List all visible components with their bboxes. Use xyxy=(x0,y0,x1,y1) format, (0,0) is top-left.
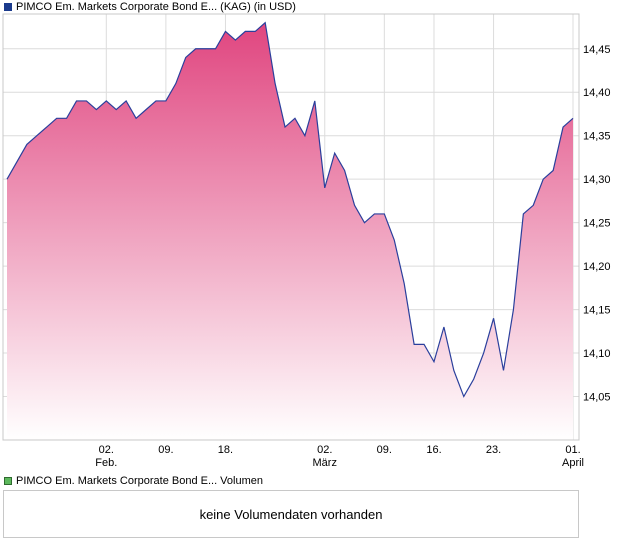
y-tick-label: 14,05 xyxy=(583,392,611,404)
x-tick-label: 16. xyxy=(426,444,441,456)
volume-legend: PIMCO Em. Markets Corporate Bond E... Vo… xyxy=(4,475,263,487)
volume-legend-swatch xyxy=(4,477,12,485)
price-area-fill xyxy=(7,22,573,440)
y-tick-label: 14,40 xyxy=(583,87,611,99)
price-legend: PIMCO Em. Markets Corporate Bond E... (K… xyxy=(4,1,296,13)
plot-frame xyxy=(2,13,580,441)
x-tick-label: 01. xyxy=(565,444,580,456)
y-axis-ticks: 14,05 14,10 14,15 14,20 14,25 14,30 14,35 14,40… xyxy=(583,44,611,404)
price-chart: 14,05 14,10 14,15 14,20 14,25 14,30 14,35 14,40… xyxy=(2,13,611,469)
price-line xyxy=(6,21,574,398)
y-tick-label: 14,15 xyxy=(583,305,611,317)
x-tick-month-label: März xyxy=(313,457,337,469)
y-tick-label: 14,20 xyxy=(583,261,611,273)
no-volume-message: keine Volumendaten vorhanden xyxy=(199,506,383,522)
volume-panel: keine Volumendaten vorhanden xyxy=(3,490,579,538)
x-tick-label: 23. xyxy=(486,444,501,456)
y-tick-label: 14,30 xyxy=(583,174,611,186)
x-tick-label: 18. xyxy=(218,444,233,456)
x-tick-label: 09. xyxy=(377,444,392,456)
y-tick-label: 14,35 xyxy=(583,131,611,143)
y-tick-label: 14,25 xyxy=(583,218,611,230)
price-legend-label: PIMCO Em. Markets Corporate Bond E... (K… xyxy=(16,1,296,13)
volume-legend-label: PIMCO Em. Markets Corporate Bond E... Vo… xyxy=(16,475,263,487)
y-tick-label: 14,10 xyxy=(583,348,611,360)
x-tick-label: 09. xyxy=(158,444,173,456)
x-tick-label: 02. xyxy=(99,444,114,456)
price-legend-swatch xyxy=(4,3,12,11)
x-tick-label: 02. xyxy=(317,444,332,456)
x-tick-month-label: April xyxy=(562,457,584,469)
x-tick-month-label: Feb. xyxy=(95,457,117,469)
y-tick-label: 14,45 xyxy=(583,44,611,56)
